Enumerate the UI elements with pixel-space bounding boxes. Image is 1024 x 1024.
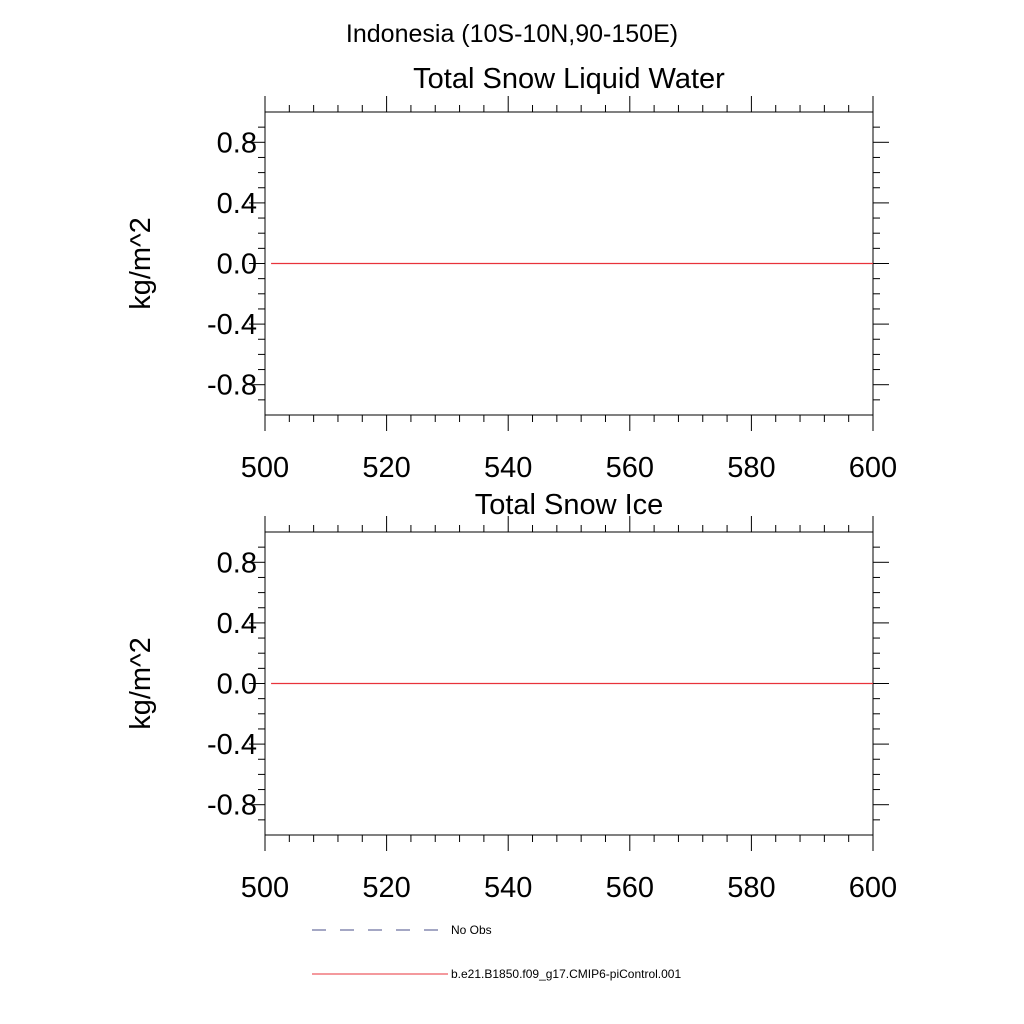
x-tick-label: 500 bbox=[241, 872, 289, 904]
legend-label-no-obs: No Obs bbox=[451, 923, 492, 937]
chart-title: Total Snow Ice bbox=[475, 489, 664, 521]
x-tick-label: 520 bbox=[362, 452, 410, 484]
x-tick-label: 580 bbox=[727, 872, 775, 904]
x-tick-label: 600 bbox=[849, 452, 897, 484]
y-tick-label: 0.8 bbox=[217, 547, 257, 579]
y-tick-label: 0.0 bbox=[217, 249, 257, 281]
figure-title: Indonesia (10S-10N,90-150E) bbox=[346, 20, 678, 48]
y-tick-label: -0.4 bbox=[207, 729, 257, 761]
y-tick-label: 0.0 bbox=[217, 669, 257, 701]
y-tick-label: 0.4 bbox=[217, 608, 257, 640]
y-tick-label: -0.8 bbox=[207, 790, 257, 822]
x-tick-label: 520 bbox=[362, 872, 410, 904]
y-tick-label: 0.8 bbox=[217, 127, 257, 159]
x-tick-label: 500 bbox=[241, 452, 289, 484]
legend: No Obs b.e21.B1850.f09_g17.CMIP6-piContr… bbox=[312, 923, 681, 981]
y-tick-label: 0.4 bbox=[217, 188, 257, 220]
x-tick-label: 560 bbox=[606, 452, 654, 484]
y-tick-label: -0.4 bbox=[207, 309, 257, 341]
x-tick-label: 540 bbox=[484, 872, 532, 904]
x-tick-label: 580 bbox=[727, 452, 775, 484]
chart-title: Total Snow Liquid Water bbox=[413, 63, 725, 95]
legend-entry-no-obs: No Obs bbox=[312, 923, 492, 937]
x-tick-label: 560 bbox=[606, 872, 654, 904]
y-axis-label: kg/m^2 bbox=[125, 637, 157, 730]
chart-panel-snow-ice: Total Snow Ice 500 520 540 560 580 600 -0.8 -0.4… bbox=[125, 489, 897, 904]
x-tick-label: 540 bbox=[484, 452, 532, 484]
legend-label-model: b.e21.B1850.f09_g17.CMIP6-piControl.001 bbox=[451, 967, 681, 981]
legend-entry-model: b.e21.B1850.f09_g17.CMIP6-piControl.001 bbox=[312, 967, 681, 981]
y-tick-label: -0.8 bbox=[207, 370, 257, 402]
x-tick-label: 600 bbox=[849, 872, 897, 904]
y-axis-label: kg/m^2 bbox=[125, 217, 157, 310]
chart-panel-snow-liquid-water: Total Snow Liquid Water 500 520 540 560 580 60… bbox=[125, 63, 897, 484]
